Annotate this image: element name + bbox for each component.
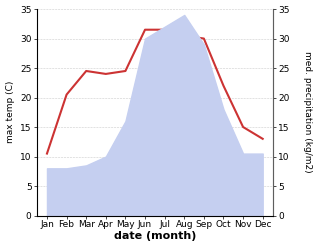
X-axis label: date (month): date (month) [114, 231, 196, 242]
Y-axis label: med. precipitation (kg/m2): med. precipitation (kg/m2) [303, 51, 313, 173]
Y-axis label: max temp (C): max temp (C) [5, 81, 15, 144]
